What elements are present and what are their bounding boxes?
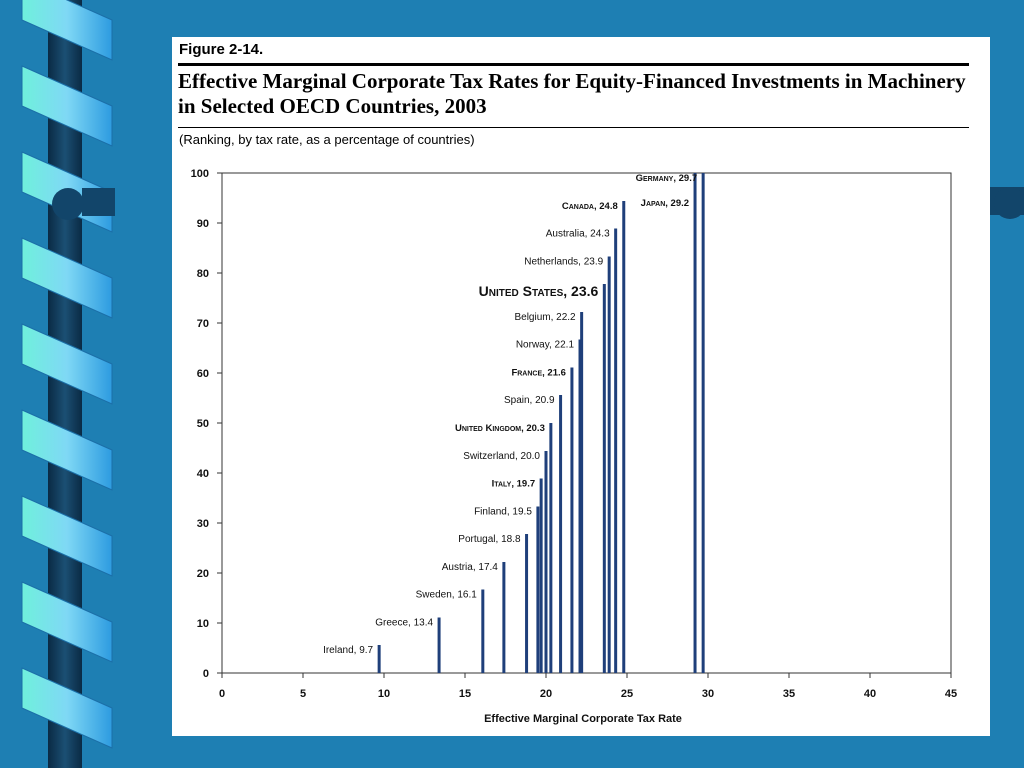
bar <box>525 534 529 673</box>
bar-label: United Kingdom, 20.3 <box>455 423 545 434</box>
title-rule <box>178 63 969 66</box>
bar <box>549 423 553 673</box>
bar-label: Austria, 17.4 <box>442 562 499 573</box>
bar <box>377 645 381 673</box>
bar-label: Australia, 24.3 <box>546 229 610 240</box>
bar <box>570 367 574 673</box>
bar <box>614 228 618 673</box>
x-tick-label: 45 <box>945 688 957 700</box>
bar <box>437 617 441 673</box>
plot-frame <box>221 172 952 674</box>
bar-label: Belgium, 22.2 <box>514 312 576 323</box>
bar <box>578 339 582 673</box>
bar-label: Italy, 19.7 <box>492 479 536 490</box>
bar <box>536 506 540 673</box>
bar-label: Ireland, 9.7 <box>323 645 373 656</box>
y-tick-label: 50 <box>197 418 209 430</box>
bar <box>502 562 506 673</box>
x-tick-label: 40 <box>864 688 876 700</box>
figure-label: Figure 2-14. <box>179 41 264 58</box>
x-tick-label: 0 <box>219 688 225 700</box>
x-axis: 0 5 10 15 20 25 30 35 40 45 <box>219 673 957 700</box>
bar-label: Germany, 29.7 <box>636 173 698 184</box>
bar-label: United States, 23.6 <box>479 283 599 299</box>
bar-label: Switzerland, 20.0 <box>463 451 540 462</box>
bar <box>544 451 548 673</box>
bar <box>481 589 485 673</box>
y-tick-label: 80 <box>197 268 209 280</box>
subtitle-rule <box>178 127 969 128</box>
y-tick-label: 90 <box>197 218 209 230</box>
x-tick-label: 35 <box>783 688 795 700</box>
y-axis: 0 10 20 30 40 50 60 70 80 90 100 <box>191 168 222 680</box>
figure-subtitle: (Ranking, by tax rate, as a percentage o… <box>179 132 475 147</box>
rail-decoration <box>985 187 1024 219</box>
ribbon-column-decoration <box>21 0 115 768</box>
bar-label: France, 21.6 <box>511 368 565 379</box>
y-tick-label: 30 <box>197 518 209 530</box>
y-tick-label: 20 <box>197 568 209 580</box>
bar-label: Canada, 24.8 <box>562 201 618 212</box>
y-tick-label: 100 <box>191 168 209 180</box>
y-tick-label: 0 <box>203 668 209 680</box>
x-tick-label: 25 <box>621 688 633 700</box>
bar <box>580 312 584 673</box>
x-tick-label: 20 <box>540 688 552 700</box>
bar <box>693 173 697 673</box>
y-tick-label: 10 <box>197 618 209 630</box>
x-tick-label: 5 <box>300 688 306 700</box>
bar-labels: Ireland, 9.7 Greece, 13.4 Sweden, 16.1 Aust… <box>323 173 697 656</box>
bar-label: Norway, 22.1 <box>516 340 575 351</box>
y-tick-label: 40 <box>197 468 209 480</box>
figure-panel: Figure 2-14. Effective Marginal Corporat… <box>172 37 990 736</box>
x-tick-label: 10 <box>378 688 390 700</box>
bar <box>539 478 543 673</box>
bar-label: Netherlands, 23.9 <box>524 257 603 268</box>
bar-label: Finland, 19.5 <box>474 507 532 518</box>
bar <box>607 256 611 673</box>
bar <box>559 395 563 673</box>
bar <box>701 173 705 673</box>
bars <box>377 173 705 673</box>
tax-rate-chart: 0 10 20 30 40 50 60 70 80 90 100 0 5 10 15 20 25 30 35 40 4… <box>191 168 957 725</box>
x-axis-title: Effective Marginal Corporate Tax Rate <box>484 713 682 725</box>
y-tick-label: 70 <box>197 318 209 330</box>
x-tick-label: 30 <box>702 688 714 700</box>
bar-label: Sweden, 16.1 <box>416 590 478 601</box>
figure-title: Effective Marginal Corporate Tax Rates f… <box>178 69 966 118</box>
x-tick-label: 15 <box>459 688 471 700</box>
bar-label: Japan, 29.2 <box>641 198 689 209</box>
bar <box>622 201 626 673</box>
bar-label: Spain, 20.9 <box>504 395 555 406</box>
bar-label: Greece, 13.4 <box>375 618 433 629</box>
y-tick-label: 60 <box>197 368 209 380</box>
bar <box>602 284 606 673</box>
bar-label: Portugal, 18.8 <box>458 534 521 545</box>
